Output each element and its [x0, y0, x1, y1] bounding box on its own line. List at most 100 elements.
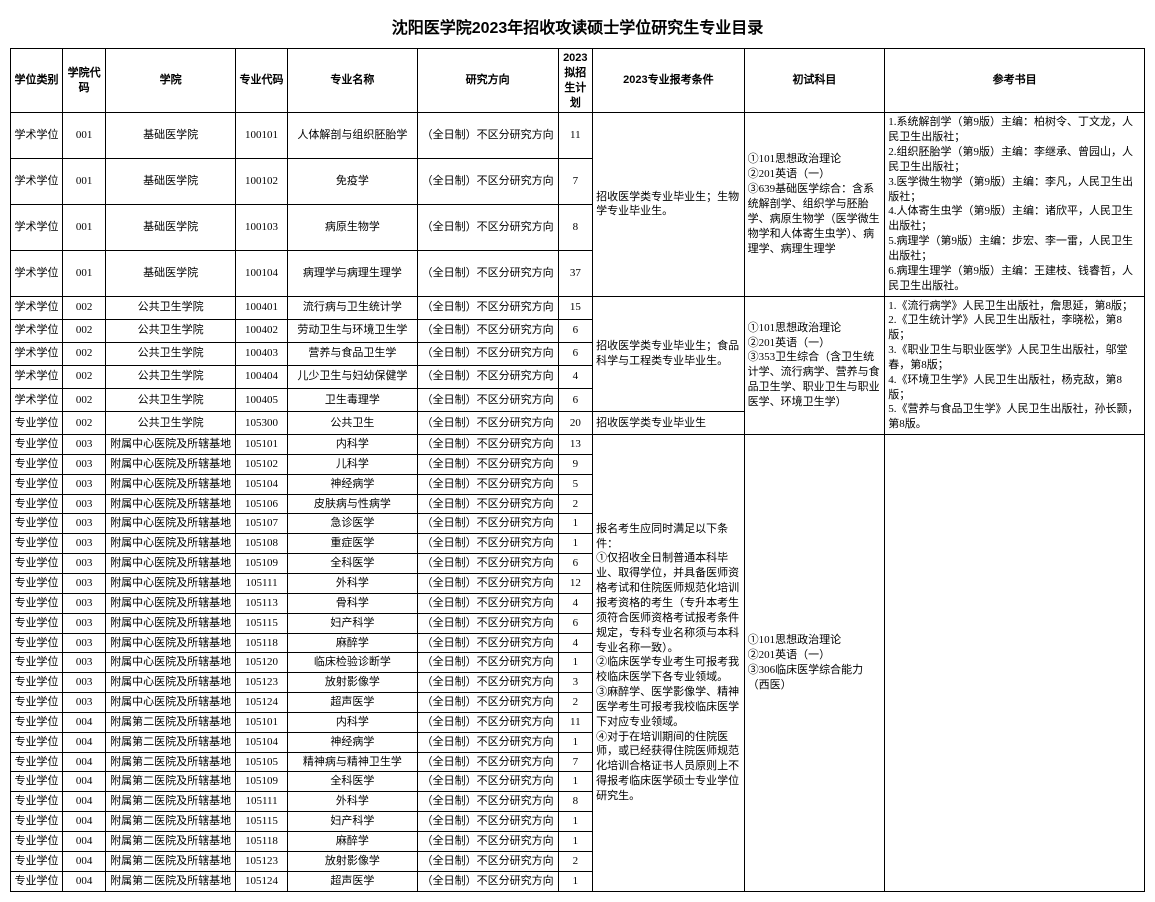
table-cell: 营养与食品卫生学 — [288, 342, 418, 365]
table-cell: 专业学位 — [11, 613, 63, 633]
table-cell: 专业学位 — [11, 831, 63, 851]
table-cell: 6 — [558, 319, 593, 342]
table-cell: 公共卫生 — [288, 411, 418, 434]
table-cell: （全日制）不区分研究方向 — [417, 319, 558, 342]
table-cell: 105115 — [236, 812, 288, 832]
table-cell: 专业学位 — [11, 435, 63, 455]
table-cell: 001 — [62, 113, 105, 159]
table-cell: 基础医学院 — [106, 250, 236, 296]
table-cell: 003 — [62, 494, 105, 514]
table-cell: 公共卫生学院 — [106, 319, 236, 342]
table-cell: 公共卫生学院 — [106, 342, 236, 365]
table-cell: 全科医学 — [288, 772, 418, 792]
table-cell: 附属中心医院及所辖基地 — [106, 593, 236, 613]
table-cell: 儿少卫生与妇幼保健学 — [288, 365, 418, 388]
table-cell: 神经病学 — [288, 474, 418, 494]
table-cell: 003 — [62, 673, 105, 693]
table-cell: 002 — [62, 319, 105, 342]
table-cell: 6 — [558, 554, 593, 574]
table-cell: 003 — [62, 554, 105, 574]
table-cell: 002 — [62, 365, 105, 388]
table-cell: 105107 — [236, 514, 288, 534]
table-cell: （全日制）不区分研究方向 — [417, 871, 558, 891]
table-cell: 1 — [558, 534, 593, 554]
table-cell: 105123 — [236, 851, 288, 871]
table-cell: （全日制）不区分研究方向 — [417, 812, 558, 832]
table-cell: （全日制）不区分研究方向 — [417, 752, 558, 772]
table-cell: 004 — [62, 752, 105, 772]
table-cell: 4 — [558, 633, 593, 653]
table-cell: 学术学位 — [11, 204, 63, 250]
table-cell: 105115 — [236, 613, 288, 633]
table-cell: 003 — [62, 653, 105, 673]
table-cell: 公共卫生学院 — [106, 411, 236, 434]
table-cell: 基础医学院 — [106, 204, 236, 250]
table-cell: （全日制）不区分研究方向 — [417, 613, 558, 633]
table-cell: 附属第二医院及所辖基地 — [106, 712, 236, 732]
table-cell: 专业学位 — [11, 871, 63, 891]
table-cell: ①101思想政治理论 ②201英语（一） ③639基础医学综合：含系统解剖学、组… — [744, 113, 885, 296]
table-cell: 附属中心医院及所辖基地 — [106, 613, 236, 633]
table-cell — [885, 435, 1145, 891]
table-cell: （全日制）不区分研究方向 — [417, 673, 558, 693]
table-cell: （全日制）不区分研究方向 — [417, 732, 558, 752]
table-cell: 13 — [558, 435, 593, 455]
table-cell: 003 — [62, 435, 105, 455]
table-cell: 8 — [558, 204, 593, 250]
table-cell: 学术学位 — [11, 342, 63, 365]
table-cell: 37 — [558, 250, 593, 296]
table-cell: 专业学位 — [11, 593, 63, 613]
table-cell: （全日制）不区分研究方向 — [417, 474, 558, 494]
table-cell: 专业学位 — [11, 693, 63, 713]
table-cell: 1 — [558, 831, 593, 851]
table-cell: 附属中心医院及所辖基地 — [106, 574, 236, 594]
table-cell: 专业学位 — [11, 554, 63, 574]
table-cell: 附属第二医院及所辖基地 — [106, 732, 236, 752]
table-cell: 附属中心医院及所辖基地 — [106, 454, 236, 474]
table-cell: 6 — [558, 613, 593, 633]
table-cell: 004 — [62, 812, 105, 832]
table-cell: 专业学位 — [11, 752, 63, 772]
table-cell: 免疫学 — [288, 159, 418, 205]
table-cell: 专业学位 — [11, 574, 63, 594]
table-cell: 105123 — [236, 673, 288, 693]
table-cell: 全科医学 — [288, 554, 418, 574]
table-cell: 病原生物学 — [288, 204, 418, 250]
table-cell: 学术学位 — [11, 319, 63, 342]
th-type: 学位类别 — [11, 49, 63, 113]
table-cell: 002 — [62, 296, 105, 319]
table-cell: 1.《流行病学》人民卫生出版社，詹思延，第8版； 2.《卫生统计学》人民卫生出版… — [885, 296, 1145, 435]
table-cell: 附属中心医院及所辖基地 — [106, 673, 236, 693]
table-cell: 001 — [62, 159, 105, 205]
table-cell: 003 — [62, 633, 105, 653]
table-cell: 105104 — [236, 732, 288, 752]
table-cell: 1 — [558, 653, 593, 673]
table-cell: ①101思想政治理论 ②201英语（一） ③306临床医学综合能力（西医） — [744, 435, 885, 891]
table-cell: （全日制）不区分研究方向 — [417, 296, 558, 319]
table-cell: （全日制）不区分研究方向 — [417, 534, 558, 554]
table-cell: 重症医学 — [288, 534, 418, 554]
table-cell: （全日制）不区分研究方向 — [417, 851, 558, 871]
table-cell: 招收医学类专业毕业生；食品科学与工程类专业毕业生。 — [593, 296, 744, 411]
table-cell: 6 — [558, 342, 593, 365]
page-title: 沈阳医学院2023年招收攻读硕士学位研究生专业目录 — [10, 14, 1145, 38]
table-cell: （全日制）不区分研究方向 — [417, 831, 558, 851]
table-cell: 专业学位 — [11, 514, 63, 534]
table-cell: 儿科学 — [288, 454, 418, 474]
table-cell: 附属第二医院及所辖基地 — [106, 772, 236, 792]
table-cell: 劳动卫生与环境卫生学 — [288, 319, 418, 342]
table-cell: 1 — [558, 812, 593, 832]
table-cell: 妇产科学 — [288, 812, 418, 832]
table-cell: 004 — [62, 871, 105, 891]
table-cell: 放射影像学 — [288, 851, 418, 871]
table-cell: 105124 — [236, 871, 288, 891]
table-cell: 专业学位 — [11, 812, 63, 832]
table-cell: （全日制）不区分研究方向 — [417, 435, 558, 455]
table-cell: ①101思想政治理论 ②201英语（一） ③353卫生综合（含卫生统计学、流行病… — [744, 296, 885, 435]
catalog-table: 学位类别 学院代码 学院 专业代码 专业名称 研究方向 2023拟招生计划 20… — [10, 48, 1145, 892]
table-cell: 105101 — [236, 712, 288, 732]
table-cell: 人体解剖与组织胚胎学 — [288, 113, 418, 159]
table-cell: 附属第二医院及所辖基地 — [106, 752, 236, 772]
table-cell: 20 — [558, 411, 593, 434]
table-cell: 急诊医学 — [288, 514, 418, 534]
